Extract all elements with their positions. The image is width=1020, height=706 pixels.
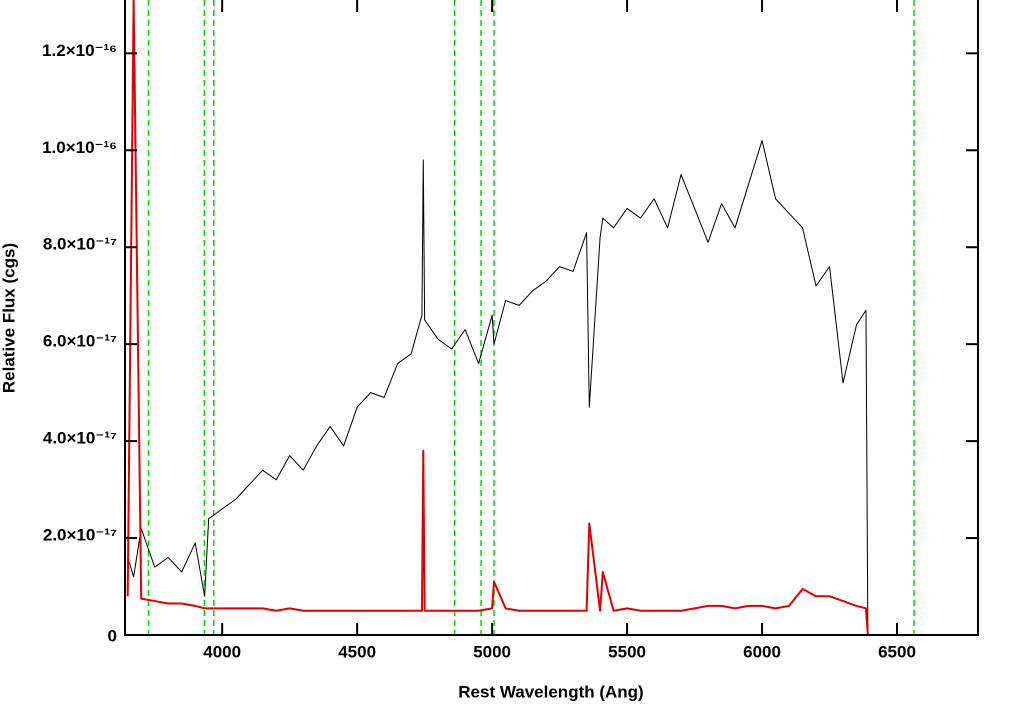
spectrum-line — [126, 0, 978, 636]
x-tick-label: 6000 — [743, 642, 781, 661]
y-tick-label: 2.0×10⁻¹⁷ — [43, 526, 117, 545]
y-axis-label: Relative Flux (cgs) — [0, 243, 18, 393]
y-tick-label: 4.0×10⁻¹⁷ — [43, 429, 117, 448]
x-tick-label: 4500 — [338, 642, 376, 661]
y-tick-label: 8.0×10⁻¹⁷ — [43, 235, 117, 254]
x-tick-label: 5500 — [608, 642, 646, 661]
spectrum-line — [127, 140, 978, 636]
plot-frame — [124, 0, 979, 636]
x-tick-label: 5000 — [473, 642, 511, 661]
plot-area — [126, 0, 978, 636]
axes: 4000 4500 5000 5500 6000 6500 0 2.0×10⁻¹⁷ 4.0×10… — [42, 0, 978, 661]
x-tick-label: 4000 — [203, 642, 241, 661]
y-tick-label: 6.0×10⁻¹⁷ — [43, 332, 117, 351]
y-tick-label: 1.2×10⁻¹⁶ — [42, 41, 117, 60]
x-tick-label: 6500 — [878, 642, 916, 661]
x-axis-label: Rest Wavelength (Ang) — [458, 682, 643, 701]
y-tick-label: 0 — [108, 626, 117, 645]
y-tick-label: 1.0×10⁻¹⁶ — [42, 138, 117, 157]
